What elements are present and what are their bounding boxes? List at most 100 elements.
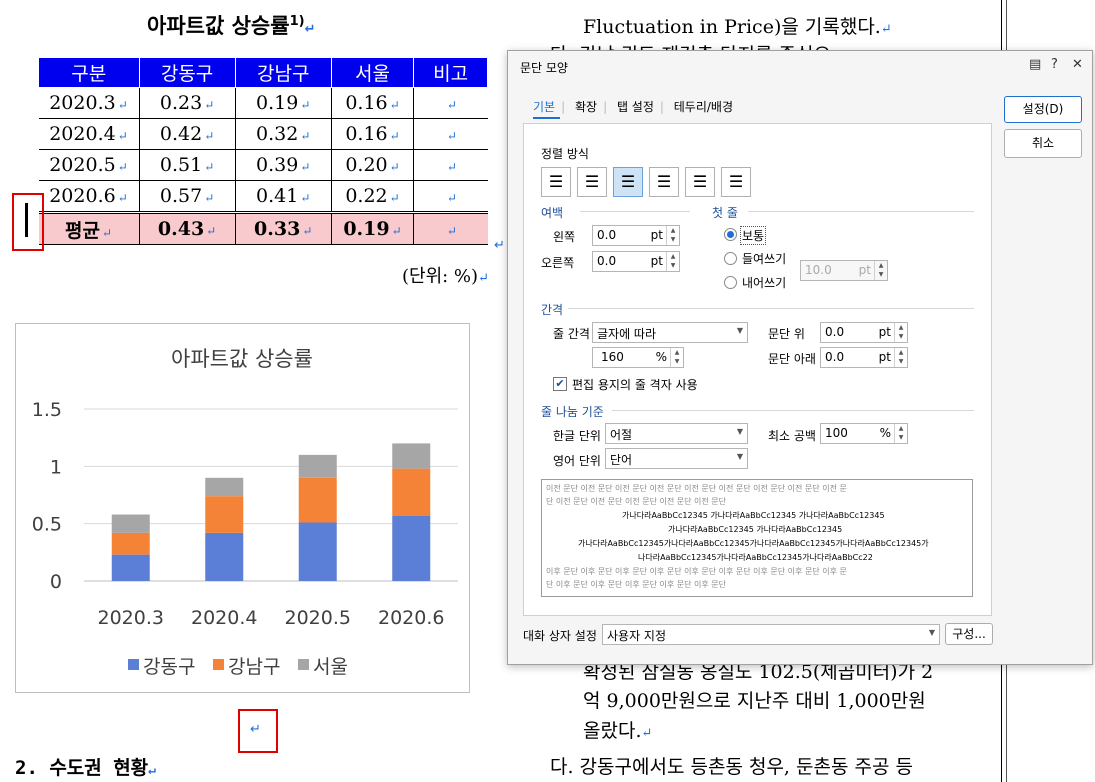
table-cell[interactable]: 0.57 ↵ xyxy=(139,180,236,213)
align-left-button[interactable]: ☰ xyxy=(577,167,607,197)
y-tick-label: 0.5 xyxy=(32,514,62,536)
line-spacing-value-input[interactable]: 160% ▲ ▼ xyxy=(592,347,684,368)
table-cell[interactable]: 0.42 ↵ xyxy=(139,118,236,150)
first-line-indent-label[interactable]: 들여쓰기 xyxy=(742,252,787,266)
first-line-outdent-radio[interactable] xyxy=(724,276,737,289)
table-cell[interactable]: 0.43 ↵ xyxy=(139,211,236,245)
bar-segment xyxy=(298,477,337,523)
table-cell[interactable]: ↵ xyxy=(413,87,488,119)
first-line-indent-radio[interactable] xyxy=(724,252,737,265)
bar-segment xyxy=(205,496,244,533)
left-margin-label: 왼쪽 xyxy=(553,230,576,244)
divider xyxy=(748,211,974,212)
legend-swatch xyxy=(298,659,309,670)
table-cell[interactable]: 2020.6 ↵ xyxy=(38,180,140,213)
table-header: 강동구 xyxy=(138,57,236,88)
align-right-button[interactable]: ☰ xyxy=(649,167,679,197)
preview-prev-line: 단 이전 문단 이전 문단 이전 문단 이전 문단 이전 문단 xyxy=(546,497,726,506)
english-unit-label: 영어 단위 xyxy=(553,454,601,468)
table-cell[interactable]: 0.20 ↵ xyxy=(331,149,415,181)
divider xyxy=(580,211,690,212)
chart-frame[interactable]: 아파트값 상승률 0 0.5 1 1.5 2020.3 2020.4 2020.5 2020.6… xyxy=(15,323,470,693)
close-icon[interactable]: ✕ xyxy=(1072,57,1083,72)
legend-swatch xyxy=(213,659,224,670)
divider xyxy=(612,410,974,411)
table-cell[interactable]: 0.33 ↵ xyxy=(235,211,332,245)
body-text-line: 다. 강동구에서도 등촌동 청우, 둔촌동 주공 등 xyxy=(550,756,913,778)
table-cell[interactable]: 0.22 ↵ xyxy=(331,180,415,213)
x-tick-label: 2020.3 xyxy=(98,607,164,629)
bar-segment xyxy=(111,532,150,555)
align-divide-button[interactable]: ☰ xyxy=(721,167,751,197)
preview-current-line: 가나다라AaBbCc12345 가나다라AaBbCc12345 xyxy=(668,525,843,534)
align-distribute-button[interactable]: ☰ xyxy=(685,167,715,197)
body-text-line: 올랐다.↵ xyxy=(583,720,653,742)
divider xyxy=(568,308,974,309)
table-cell[interactable]: 0.19 ↵ xyxy=(331,211,415,245)
preview-current-line: 나다라AaBbCc12345가나다라AaBbCc12345가나다라AaBbCc2… xyxy=(638,553,873,562)
config-button[interactable]: 구성... xyxy=(945,623,993,645)
korean-unit-select[interactable]: 어절 ▼ xyxy=(605,423,748,444)
chart-title: 아파트값 상승률 xyxy=(171,347,313,371)
min-space-label: 최소 공백 xyxy=(768,429,816,443)
help-list-icon[interactable]: ▤ xyxy=(1029,57,1042,72)
left-margin-input[interactable]: 0.0 pt ▲ ▼ xyxy=(592,225,680,246)
first-line-outdent-label[interactable]: 내어쓰기 xyxy=(742,276,787,290)
tab-basic[interactable]: 기본 xyxy=(533,100,556,114)
table-cell[interactable]: ↵ xyxy=(413,180,488,213)
tab-border-background[interactable]: 테두리/배경 xyxy=(673,100,733,114)
table-cell[interactable]: ↵ xyxy=(413,211,488,245)
align-justify-button[interactable]: ☰ xyxy=(541,167,571,197)
grid-checkbox[interactable]: ✔ xyxy=(553,377,567,391)
table-cell[interactable]: 0.39 ↵ xyxy=(235,149,332,181)
table-cell[interactable]: 0.51 ↵ xyxy=(139,149,236,181)
table-row: 2020.4 ↵ 0.42 ↵ 0.32 ↵ 0.16 ↵ ↵ xyxy=(38,118,488,150)
table-cell[interactable]: 평균 ↵ xyxy=(38,211,140,245)
right-margin-input[interactable]: 0.0 pt ▲ ▼ xyxy=(592,251,680,272)
table-header: 서울 xyxy=(330,57,415,88)
grid-checkbox-label[interactable]: 편집 용지의 줄 격자 사용 xyxy=(572,378,698,392)
table-cell[interactable]: 0.19 ↵ xyxy=(235,87,332,119)
align-center-button[interactable]: ☰ xyxy=(613,167,643,197)
first-line-value-input[interactable]: 10.0 pt ▲ ▼ xyxy=(800,260,888,281)
table-cell[interactable]: 0.16 ↵ xyxy=(331,118,415,150)
table-cell[interactable]: 0.41 ↵ xyxy=(235,180,332,213)
align-label: 정렬 방식 xyxy=(541,147,589,161)
bar-segment xyxy=(392,515,431,581)
cancel-button[interactable]: 취소 xyxy=(1004,129,1082,158)
min-space-input[interactable]: 100% ▲ ▼ xyxy=(820,423,908,444)
table-cell[interactable]: 2020.5 ↵ xyxy=(38,149,140,181)
first-line-section-label: 첫 줄 xyxy=(712,206,738,220)
table-cell[interactable]: 2020.3 ↵ xyxy=(38,87,140,119)
table-row: 2020.6 ↵ 0.57 ↵ 0.41 ↵ 0.22 ↵ ↵ xyxy=(38,180,488,213)
space-above-input[interactable]: 0.0 pt ▲ ▼ xyxy=(820,322,908,343)
table-cell[interactable]: 0.23 ↵ xyxy=(139,87,236,119)
preview-next-line: 단 이후 문단 이후 문단 이후 문단 이후 문단 이후 문단 xyxy=(546,580,726,589)
help-icon[interactable]: ? xyxy=(1051,57,1058,72)
table-cell[interactable]: 2020.4 ↵ xyxy=(38,118,140,150)
table-cell[interactable]: ↵ xyxy=(413,118,488,150)
preview-current-line: 가나다라AaBbCc12345 가나다라AaBbCc12345 가나다라AaBb… xyxy=(622,511,885,520)
line-spacing-type-select[interactable]: 글자에 따라 ▼ xyxy=(592,322,748,343)
space-below-input[interactable]: 0.0 pt ▲ ▼ xyxy=(820,347,908,368)
first-line-normal-label[interactable]: 보통 xyxy=(740,226,767,245)
english-unit-select[interactable]: 단어 ▼ xyxy=(605,448,748,469)
y-tick-label: 0 xyxy=(50,571,62,593)
table-cell[interactable]: ↵ xyxy=(413,149,488,181)
tab-tab-settings[interactable]: 탭 설정 xyxy=(616,100,654,114)
ok-button[interactable]: 설정(D) xyxy=(1004,96,1082,123)
bar-segment xyxy=(205,477,244,497)
y-tick-label: 1 xyxy=(50,456,62,478)
table-row: 2020.5 ↵ 0.51 ↵ 0.39 ↵ 0.20 ↵ ↵ xyxy=(38,149,488,181)
bar-segment xyxy=(111,554,150,581)
first-line-normal-radio[interactable] xyxy=(724,228,737,241)
paragraph-mark: ↵ xyxy=(494,238,505,253)
legend-label: 강동구 xyxy=(143,656,195,678)
tab-extended[interactable]: 확장 xyxy=(574,100,598,114)
dialog-settings-select[interactable]: 사용자 지정 ▼ xyxy=(602,624,940,645)
paragraph-preview: 이전 문단 이전 문단 이전 문단 이전 문단 이전 문단 이전 문단 이전 문… xyxy=(541,479,973,597)
table-cell[interactable]: 0.16 ↵ xyxy=(331,87,415,119)
table-cell[interactable]: 0.32 ↵ xyxy=(235,118,332,150)
text-cursor xyxy=(25,203,28,237)
dialog-settings-label: 대화 상자 설정 xyxy=(523,629,597,643)
